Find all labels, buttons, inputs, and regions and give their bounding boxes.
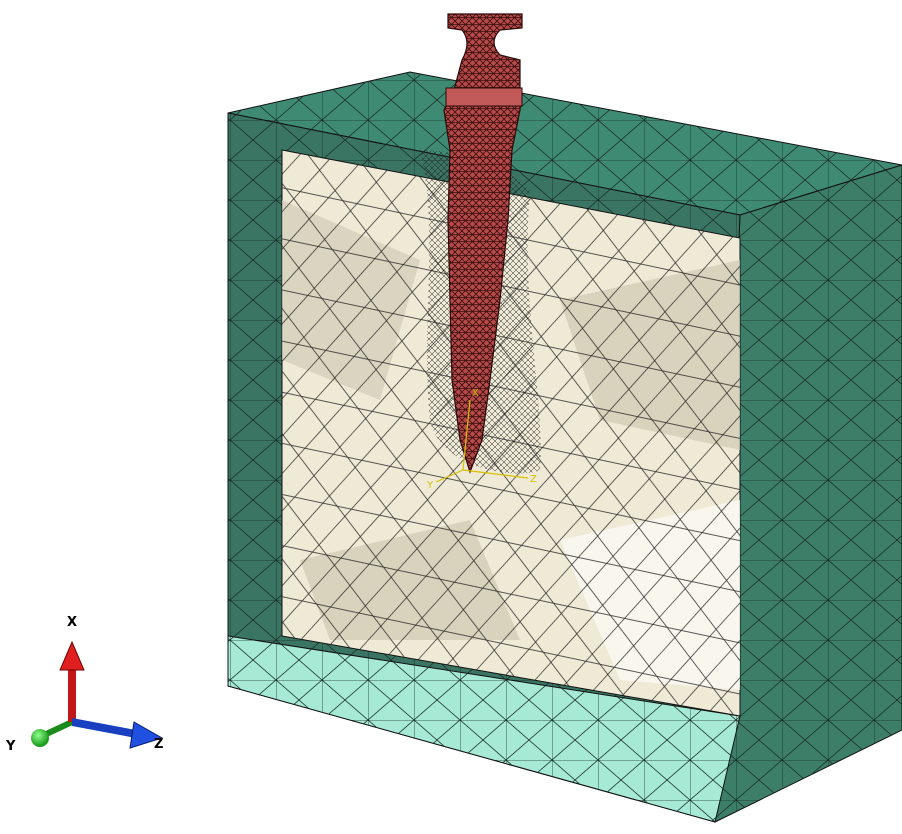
z-axis [72, 718, 136, 738]
csys-y-label: Y [426, 480, 434, 491]
viewport: X Y Z X Y Z [0, 0, 902, 834]
triad-y-label: Y [5, 739, 16, 754]
block [228, 72, 902, 822]
triad-x-label: X [67, 615, 77, 630]
csys-x-label: X [472, 388, 479, 399]
screw-collar [446, 88, 522, 106]
x-axis-head [60, 642, 84, 670]
triad: X Y Z [5, 615, 163, 754]
page: X Y Z X Y Z (() => { const data = JSON.p… [0, 0, 902, 834]
csys-z-label: Z [530, 474, 537, 485]
x-axis [68, 666, 76, 722]
right-face-mesh [715, 165, 902, 822]
y-axis-head [31, 729, 49, 747]
triad-z-label: Z [154, 737, 163, 752]
